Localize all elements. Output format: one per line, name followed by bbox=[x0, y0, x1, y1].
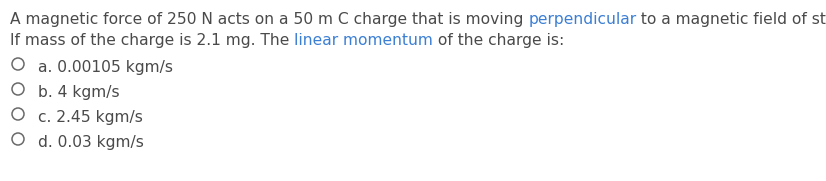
Text: perpendicular: perpendicular bbox=[529, 12, 636, 27]
Text: linear momentum: linear momentum bbox=[294, 33, 433, 48]
Text: If mass of the charge is 2.1 mg. The: If mass of the charge is 2.1 mg. The bbox=[10, 33, 294, 48]
Text: a. 0.00105 kgm/s: a. 0.00105 kgm/s bbox=[38, 60, 173, 75]
Text: A magnetic force of 250 N acts on a 50 m C charge that is moving: A magnetic force of 250 N acts on a 50 m… bbox=[10, 12, 529, 27]
Text: b. 4 kgm/s: b. 4 kgm/s bbox=[38, 85, 120, 100]
Text: c. 2.45 kgm/s: c. 2.45 kgm/s bbox=[38, 110, 143, 125]
Text: of the charge is:: of the charge is: bbox=[433, 33, 564, 48]
Text: d. 0.03 kgm/s: d. 0.03 kgm/s bbox=[38, 135, 144, 150]
Text: to a magnetic field of strength 10 T: to a magnetic field of strength 10 T bbox=[636, 12, 826, 27]
